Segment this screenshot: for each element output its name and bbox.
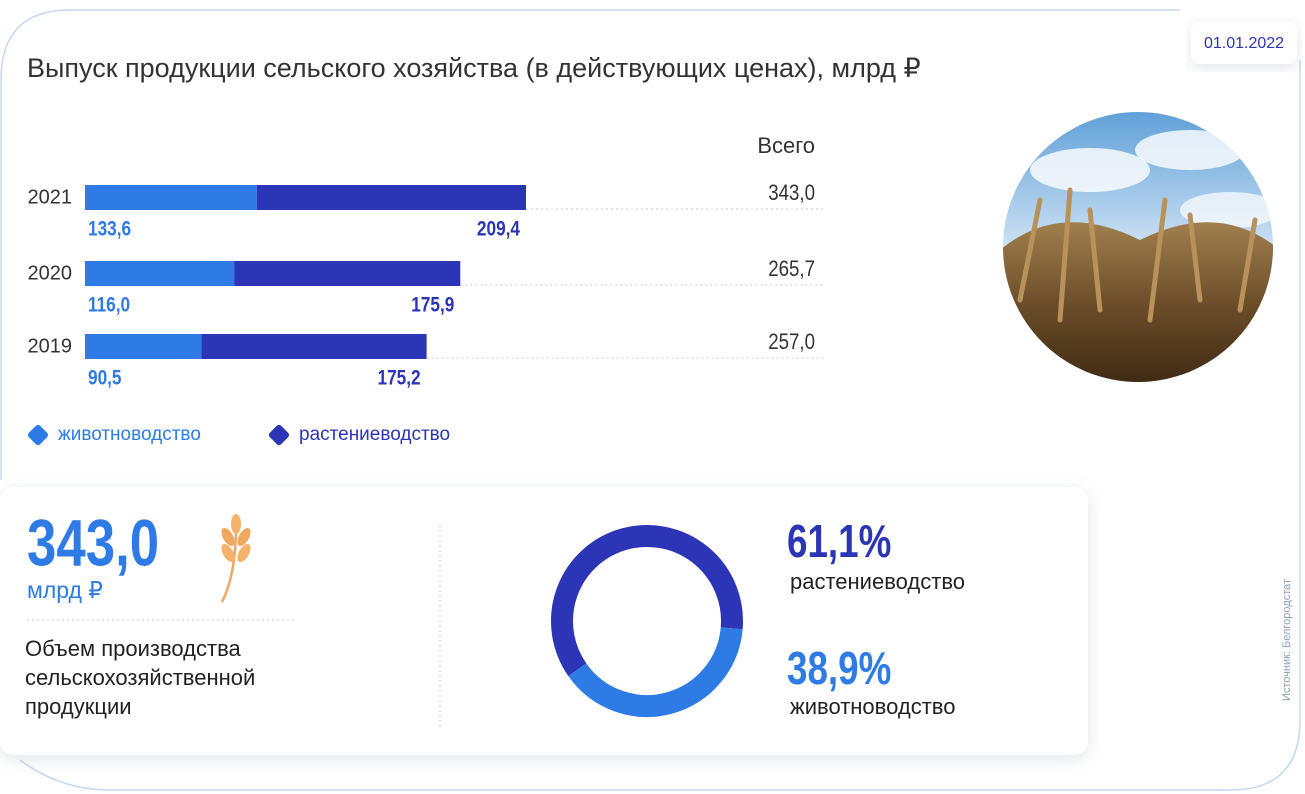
date: 01.01.2022 [1204,35,1284,52]
bar [201,334,427,359]
data-label: 90,5 [88,367,122,390]
pie-value-label: 38,9% [787,642,891,694]
donut-segment [551,525,743,677]
total-label: 343,0 [768,181,815,205]
frame [0,9,1180,480]
photo [1003,112,1273,382]
summary-description: продукции [25,694,132,719]
pie-category-label: животноводство [790,694,955,719]
summary-value: 343,0 [27,506,159,580]
pie-value-label: 61,1% [787,515,891,567]
totals-title: Всего [757,133,815,158]
summary-description: Объем производства [25,636,242,661]
legend-marker [268,424,290,446]
donut-segment [568,627,743,717]
legend-label: животноводство [58,424,201,445]
source: Источник: Белгородстат [1281,579,1293,701]
data-label: 175,2 [378,367,421,390]
legend-marker [27,424,49,446]
bar [85,261,235,286]
total-label: 265,7 [768,257,815,281]
bar [256,185,526,210]
total-label: 257,0 [768,330,815,354]
y-tick-label: 2020 [28,262,73,284]
summary-description: сельскохозяйственной [25,665,255,690]
date-badge [1191,22,1297,64]
y-tick-label: 2021 [28,186,73,208]
data-label: 175,9 [411,294,454,317]
y-tick-label: 2019 [28,335,73,357]
bar [85,334,202,359]
bar [234,261,461,286]
data-label: 209,4 [477,218,520,241]
data-label: 133,6 [88,218,131,241]
frame [19,60,1301,791]
bar [85,185,257,210]
summary-card [0,487,1088,755]
summary-unit: млрд ₽ [27,577,103,603]
wheat-icon [220,514,251,603]
chart-title: Выпуск продукции сельского хозяйства (в … [27,53,921,83]
data-label: 116,0 [88,294,130,317]
legend-label: растениеводство [299,424,450,445]
pie-category-label: растениеводство [790,569,965,594]
